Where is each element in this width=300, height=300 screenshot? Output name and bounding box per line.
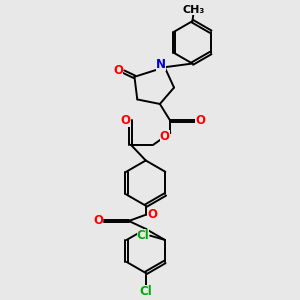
- Text: Cl: Cl: [137, 229, 149, 242]
- Text: Cl: Cl: [140, 285, 152, 298]
- Text: O: O: [195, 114, 205, 128]
- Text: O: O: [120, 114, 130, 127]
- Text: N: N: [156, 58, 166, 71]
- Text: O: O: [113, 64, 123, 77]
- Text: O: O: [160, 130, 170, 143]
- Text: O: O: [93, 214, 103, 227]
- Text: CH₃: CH₃: [183, 5, 205, 15]
- Text: O: O: [147, 208, 157, 221]
